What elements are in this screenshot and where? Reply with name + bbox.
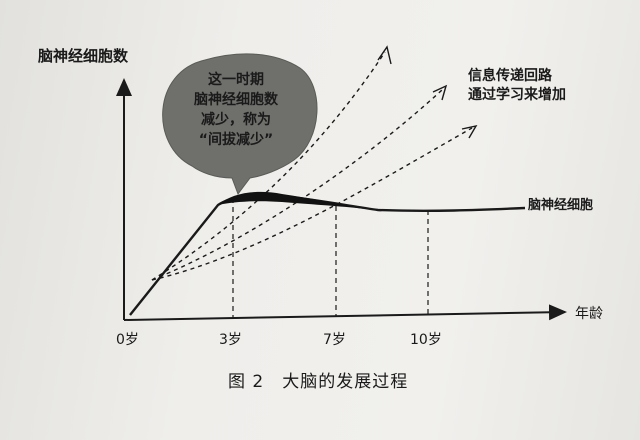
figure-caption: 图 2 大脑的发展过程 <box>228 367 408 392</box>
neuron-curve-label: 脑神经细胞 <box>528 198 594 213</box>
tick-label-age-7: 7岁 <box>323 332 346 348</box>
figure-number: 图 2 <box>228 372 265 392</box>
neuron-count-curve <box>129 193 526 316</box>
tick-label-age-10: 10岁 <box>410 332 442 348</box>
pruning-region <box>218 191 366 209</box>
x-axis-label: 年龄 <box>575 306 603 322</box>
x-axis <box>123 304 567 321</box>
synapse-growth-label: 信息传递回路 通过学习来增加 <box>468 68 566 103</box>
y-axis-label: 脑神经细胞数 <box>38 47 129 65</box>
synapse-curve-middle <box>151 89 443 281</box>
figure-title: 大脑的发展过程 <box>282 372 409 392</box>
synapse-curve-lower <box>151 127 473 281</box>
tick-label-age-0: 0岁 <box>116 332 139 348</box>
synapse-curve-upper <box>151 51 386 281</box>
arrowhead-lower <box>461 124 478 139</box>
arrowhead-upper <box>377 45 392 65</box>
tick-label-age-3: 3岁 <box>219 332 242 348</box>
arrowhead-middle <box>432 84 448 101</box>
callout-text: 这一时期 脑神经细胞数 减少，称为 “间拔减少” <box>194 72 278 148</box>
callout-bubble <box>162 53 318 196</box>
